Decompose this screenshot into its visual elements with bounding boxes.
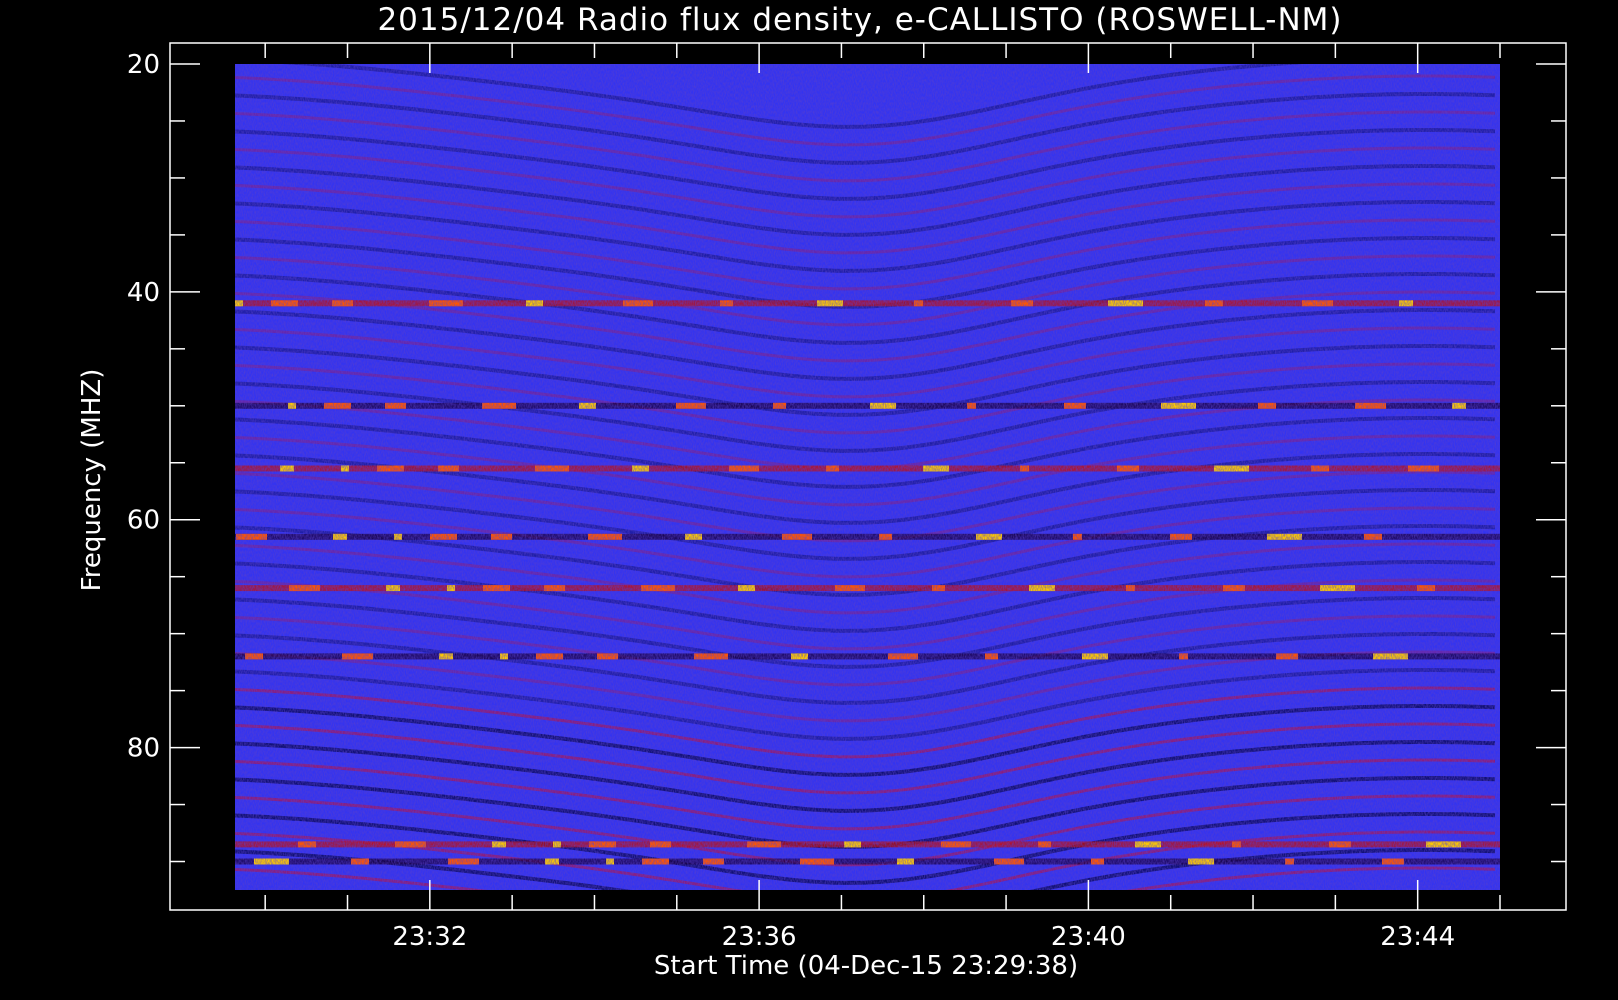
x-tick-label: 23:36 [722, 922, 797, 952]
x-tick-label: 23:32 [392, 922, 467, 952]
x-tick-label: 23:40 [1051, 922, 1126, 952]
x-axis: 23:32 23:36 23:40 23:44 [264, 43, 1501, 952]
y-tick-label: 80 [127, 734, 160, 764]
spectrogram-noise [235, 64, 1500, 890]
spectrogram-image [235, 64, 1500, 890]
plot-frame [169, 42, 1567, 911]
y-axis: 20 40 60 80 [127, 50, 1566, 863]
x-tick-label: 23:44 [1380, 922, 1455, 952]
x-axis-label: Start Time (04-Dec-15 23:29:38) [654, 951, 1078, 981]
y-tick-label: 60 [127, 506, 160, 536]
chart-title: 2015/12/04 Radio flux density, e-CALLIST… [377, 2, 1342, 38]
y-tick-label: 40 [127, 278, 160, 308]
y-axis-label: Frequency (MHZ) [77, 369, 107, 592]
y-tick-label: 20 [127, 50, 160, 80]
